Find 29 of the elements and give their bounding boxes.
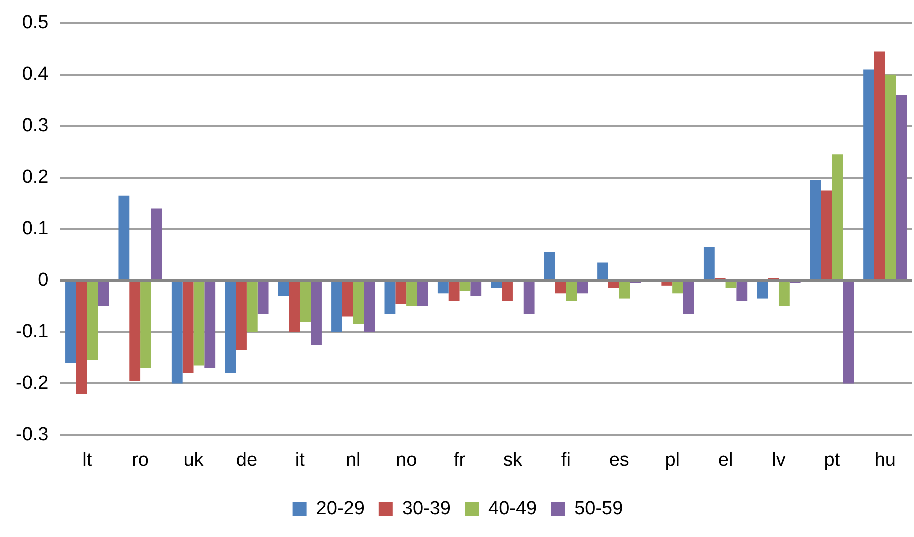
x-tick-label: de — [236, 450, 258, 471]
y-tick-label: 0.3 — [22, 116, 49, 137]
legend-label: 20-29 — [316, 498, 365, 520]
x-tick-label: no — [396, 450, 418, 471]
x-tick-label: pt — [824, 450, 841, 471]
x-tick-label: nl — [346, 450, 361, 471]
y-tick-label: -0.3 — [16, 424, 49, 446]
x-tick-label: ro — [132, 450, 149, 471]
x-tick-label: it — [295, 450, 306, 471]
y-tick-label: 0.4 — [22, 64, 50, 86]
x-tick-label: hu — [874, 450, 896, 471]
x-tick-label: sk — [503, 450, 523, 471]
x-tick-label: pl — [665, 450, 680, 471]
x-tick-label: el — [718, 450, 734, 471]
x-tick-label: lv — [772, 450, 786, 471]
legend-label: 40-49 — [488, 498, 538, 520]
x-tick-label: fi — [561, 450, 571, 471]
x-tick-label: es — [609, 450, 630, 471]
x-tick-label: uk — [184, 450, 204, 471]
legend-label: 30-39 — [402, 498, 452, 520]
x-tick-label: fr — [454, 450, 466, 471]
y-tick-label: 0 — [38, 270, 49, 292]
y-tick-label: -0.1 — [16, 321, 49, 342]
x-tick-label: lt — [82, 450, 93, 471]
y-tick-label: -0.2 — [16, 372, 49, 394]
y-tick-label: 0.1 — [22, 218, 49, 240]
legend-label: 50-59 — [574, 498, 624, 520]
y-tick-label: 0.5 — [22, 12, 49, 34]
y-tick-label: 0.2 — [22, 167, 49, 188]
